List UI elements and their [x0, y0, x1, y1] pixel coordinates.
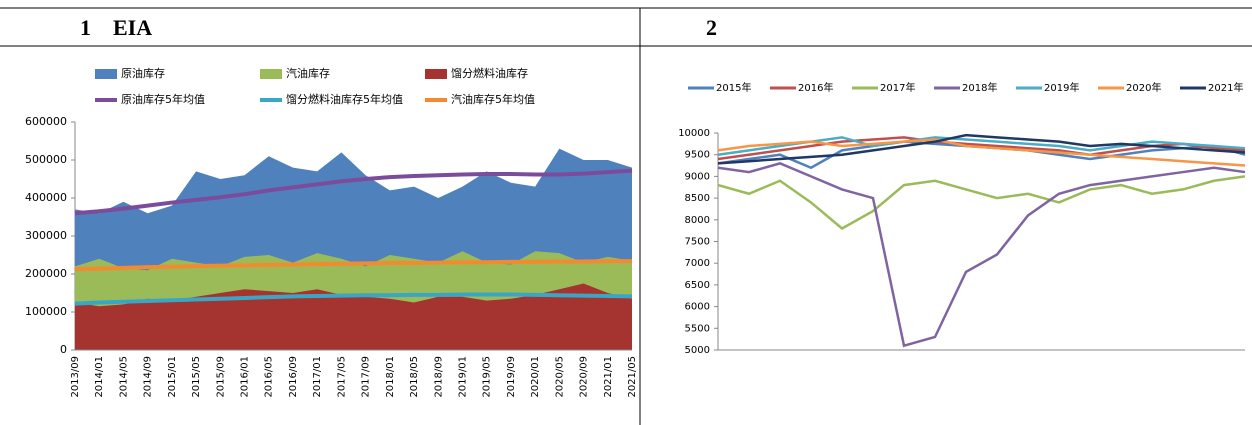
legend-label: 2021年: [1208, 81, 1243, 94]
x-tick-label: 2020/09: [579, 356, 590, 398]
y-tick-label: 7000: [685, 258, 710, 269]
legend-label: 馏分燃料油库存: [451, 66, 528, 80]
legend-label: 汽油库存5年均值: [451, 92, 535, 106]
legend-label: 馏分燃料油库存5年均值: [286, 92, 403, 106]
y-tick-label: 9500: [685, 150, 710, 161]
x-tick-label: 2014/01: [94, 356, 105, 398]
x-tick-label: 2013/09: [70, 356, 81, 398]
y-tick-label: 0: [60, 343, 67, 356]
legend-swatch: [260, 69, 282, 79]
x-tick-label: 2016/05: [264, 356, 275, 398]
y-tick-label: 200000: [25, 267, 67, 280]
legend-label: 2020年: [1126, 81, 1161, 94]
legend-label: 原油库存5年均值: [121, 92, 205, 106]
x-tick-label: 2018/05: [409, 356, 420, 398]
legend-label: 2016年: [798, 81, 833, 94]
y-tick-label: 8000: [685, 215, 710, 226]
x-tick-label: 2017/05: [336, 356, 347, 398]
section-title: 2: [706, 15, 717, 40]
x-tick-label: 2019/01: [457, 356, 468, 398]
legend-label: 2018年: [962, 81, 997, 94]
x-tick-label: 2021/01: [603, 356, 614, 398]
x-tick-label: 2014/05: [118, 356, 129, 398]
x-tick-label: 2015/01: [167, 356, 178, 398]
legend-label: 汽油库存: [286, 66, 330, 80]
y-tick-label: 400000: [25, 191, 67, 204]
line: [717, 133, 1246, 165]
legend-swatch: [425, 69, 447, 79]
x-tick-label: 2019/05: [482, 356, 493, 398]
section-title: 1 EIA: [80, 15, 152, 40]
y-tick-label: 300000: [25, 229, 67, 242]
x-tick-label: 2017/09: [361, 356, 372, 398]
y-tick-label: 10000: [678, 128, 710, 139]
y-tick-label: 6000: [685, 302, 710, 313]
x-tick-label: 2015/09: [215, 356, 226, 398]
y-tick-label: 6500: [685, 280, 710, 291]
x-tick-label: 2018/09: [433, 356, 444, 398]
line: [717, 138, 1246, 167]
y-tick-label: 5000: [685, 345, 710, 356]
line: [74, 168, 633, 216]
x-tick-label: 2014/09: [143, 356, 154, 398]
legend-label: 2017年: [880, 81, 915, 94]
legend-label: 原油库存: [121, 66, 165, 80]
y-tick-label: 600000: [25, 115, 67, 128]
x-tick-label: 2019/09: [506, 356, 517, 398]
inventory-chart: 0 100000 200000 300000 400000 500000 600000 原油库…: [25, 66, 638, 398]
y-tick-label: 8500: [685, 193, 710, 204]
legend-label: 2015年: [716, 81, 751, 94]
y-tick-label: 9000: [685, 171, 710, 182]
y-tick-label: 5500: [685, 323, 710, 334]
x-tick-label: 2020/01: [530, 356, 541, 398]
line: [717, 175, 1246, 230]
yearly-chart: 5000 5500 6000 6500 7000 7500 8000 8500 9000 9500…: [678, 81, 1246, 356]
x-tick-label: 2015/05: [191, 356, 202, 398]
x-tick-label: 2018/01: [385, 356, 396, 398]
x-tick-label: 2016/01: [240, 356, 251, 398]
x-tick-label: 2020/05: [554, 356, 565, 398]
x-tick-label: 2016/09: [288, 356, 299, 398]
x-tick-label: 2017/01: [312, 356, 323, 398]
y-tick-label: 500000: [25, 153, 67, 166]
line: [717, 162, 1246, 348]
x-tick-label: 2021/05: [627, 356, 638, 398]
legend-label: 2019年: [1044, 81, 1079, 94]
y-tick-label: 7500: [685, 237, 710, 248]
line: [74, 259, 632, 272]
line: [74, 292, 633, 306]
legend-swatch: [95, 69, 117, 79]
y-tick-label: 100000: [25, 305, 67, 318]
